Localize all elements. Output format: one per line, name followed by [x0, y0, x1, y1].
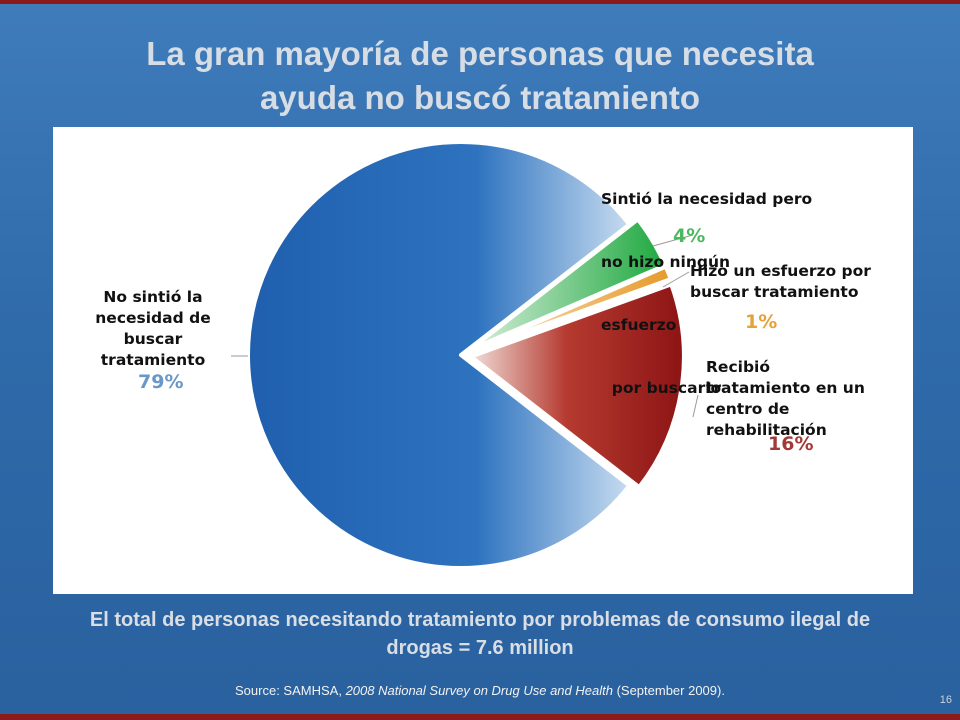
slice-label-line: centro de [706, 400, 790, 418]
slice-label-line: tratamiento [100, 351, 206, 369]
slice-label-no-sintio: No sintió la necesidad de buscar tratami… [73, 287, 233, 371]
slice-label-line: buscar tratamiento [690, 283, 859, 301]
pct-label-1: 1% [745, 311, 778, 333]
slice-label-line: no hizo ningún [601, 253, 731, 271]
slice-label-line: Hizo un esfuerzo por [690, 262, 871, 280]
slice-label-line: Recibió [706, 358, 771, 376]
total-statement: El total de personas necesitando tratami… [20, 606, 940, 662]
source-suffix: (September 2009). [612, 683, 725, 698]
slice-label-line: tratamiento en un [706, 379, 865, 397]
pct-label-16: 16% [768, 433, 814, 455]
source-prefix: Source: SAMHSA, [235, 683, 346, 698]
leader-line-red [692, 394, 699, 418]
slide-title-line1: La gran mayoría de personas que necesita [146, 35, 814, 72]
pct-label-4: 4% [673, 225, 706, 247]
total-statement-line2: drogas = 7.6 million [386, 637, 574, 659]
source-title: 2008 National Survey on Drug Use and Hea… [345, 683, 613, 698]
slice-label-sintio: Sintió la necesidad pero no hizo ningún … [601, 147, 861, 441]
pie-slice-hizo [468, 264, 673, 354]
leader-line-orange [662, 271, 690, 288]
slice-label-line: No sintió la [103, 288, 203, 306]
pct-label-79: 79% [138, 371, 184, 393]
total-statement-line1: El total de personas necesitando tratami… [89, 609, 871, 631]
pie-slice-recibio [468, 282, 686, 490]
slice-label-recibio: Recibió tratamiento en un centro de reha… [706, 357, 906, 441]
slice-label-line: por buscarlo [601, 379, 722, 397]
pie-chart [231, 140, 699, 570]
slice-label-line: Sintió la necesidad pero [601, 190, 813, 208]
slice-label-line: rehabilitación [706, 421, 827, 439]
source-citation: Source: SAMHSA, 2008 National Survey on … [80, 683, 880, 698]
top-rule [0, 0, 960, 4]
slice-label-line: necesidad de [95, 309, 211, 327]
slide-title-line2: ayuda no buscó tratamiento [259, 79, 701, 116]
pie-slice-no-sintio [246, 140, 632, 570]
slice-label-line: esfuerzo [601, 316, 677, 334]
slice-label-line: buscar [123, 330, 183, 348]
chart-panel: No sintió la necesidad de buscar tratami… [53, 127, 913, 594]
page-number: 16 [939, 694, 952, 706]
slide-title: La gran mayoría de personas que necesita… [60, 32, 900, 120]
slice-label-hizo: Hizo un esfuerzo por buscar tratamiento [690, 261, 910, 303]
bottom-rule [0, 714, 960, 720]
leader-line-green [652, 234, 694, 247]
